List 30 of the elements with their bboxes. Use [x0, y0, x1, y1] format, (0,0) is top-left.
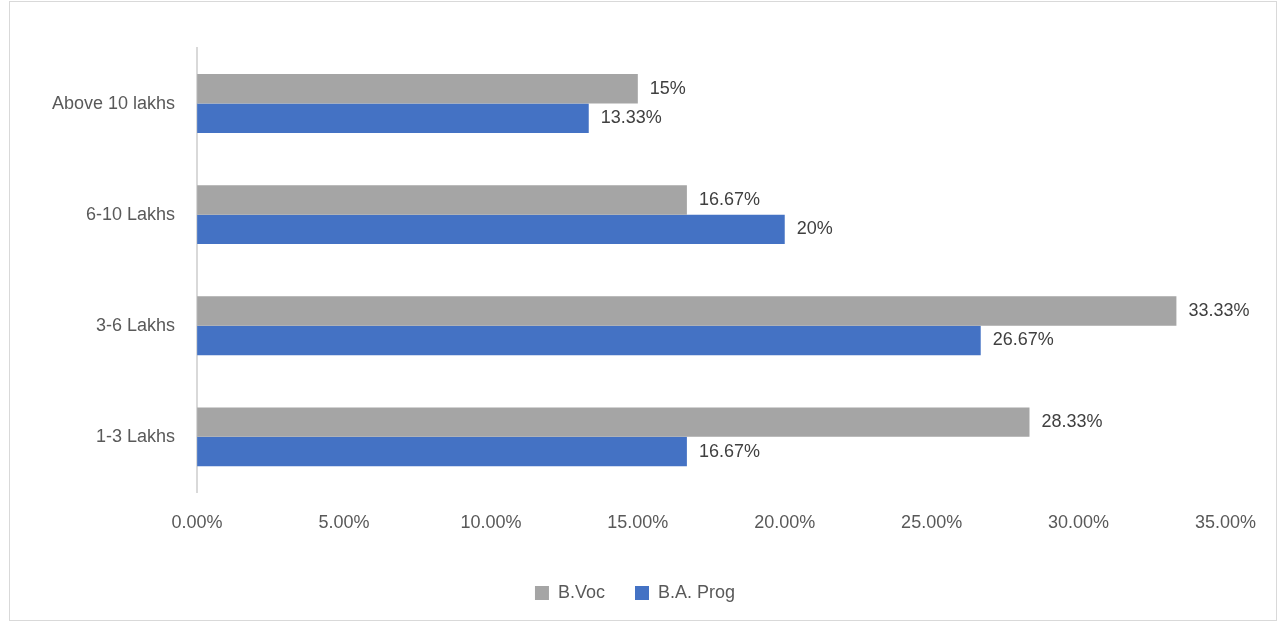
bar [197, 325, 981, 356]
y-tick-label: 3-6 Lakhs [96, 314, 176, 335]
bar [197, 185, 687, 215]
bar [197, 436, 687, 467]
bar [197, 103, 589, 133]
x-tick-label: 20.00% [754, 512, 816, 533]
legend-label: B.A. Prog [658, 581, 736, 602]
x-tick-label: 5.00% [318, 512, 370, 533]
y-tick-label: 6-10 Lakhs [86, 203, 176, 224]
bar [197, 407, 1030, 437]
data-label: 15% [649, 77, 686, 98]
data-label: 28.33% [1041, 411, 1103, 432]
data-label: 33.33% [1188, 300, 1250, 320]
x-tick-label: 25.00% [901, 512, 963, 533]
data-label: 16.67% [698, 440, 760, 461]
legend-label: B.Voc [557, 581, 605, 602]
bar [197, 296, 1177, 326]
x-tick-label: 0.00% [171, 512, 223, 533]
data-label: 20% [796, 218, 833, 239]
x-tick-label: 15.00% [607, 512, 669, 533]
y-tick-label: 1-3 Lakhs [96, 425, 176, 446]
y-tick-label: Above 10 lakhs [51, 92, 176, 113]
x-tick-label: 10.00% [460, 512, 522, 533]
data-label: 26.67% [992, 329, 1054, 350]
data-label: 16.67% [698, 188, 760, 209]
x-tick-label: 30.00% [1048, 512, 1110, 533]
bar [197, 214, 785, 245]
x-tick-label: 35.00% [1194, 512, 1257, 533]
data-label: 13.33% [600, 107, 662, 128]
bar [197, 74, 638, 104]
